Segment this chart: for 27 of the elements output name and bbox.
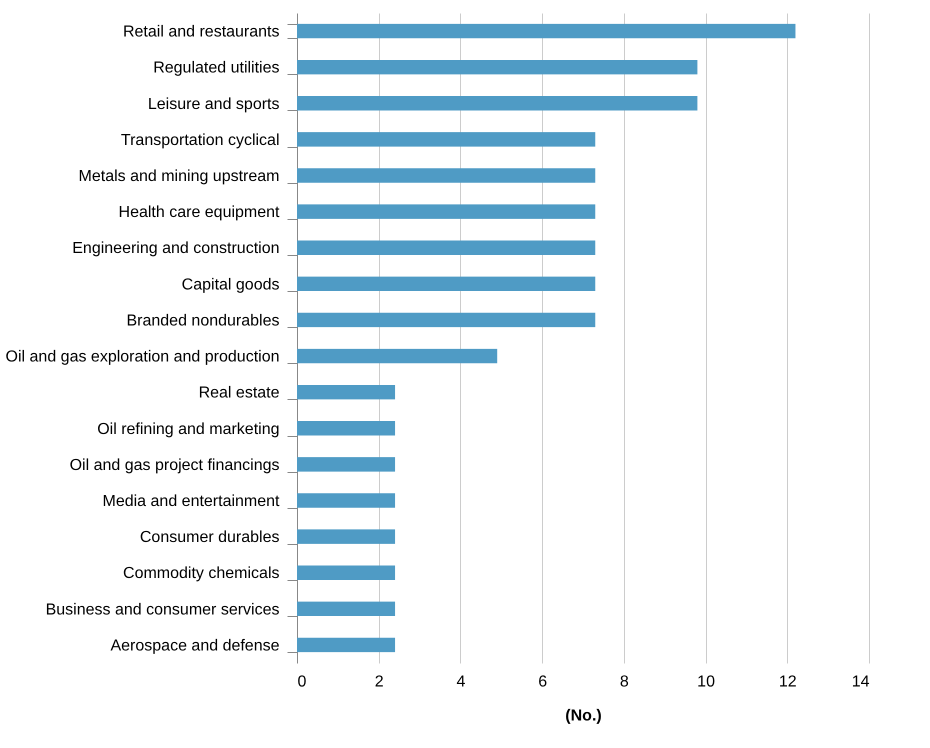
x-tick-label: 0 — [298, 674, 306, 690]
x-tick-label: 10 — [697, 674, 716, 690]
y-tick-label: Aerospace and defense — [110, 637, 280, 654]
x-tick-label: 14 — [852, 674, 870, 690]
y-tick-label: Health care equipment — [118, 204, 280, 222]
x-tick-label: 2 — [374, 674, 384, 690]
y-tick-label: Branded nondurables — [126, 312, 280, 330]
y-tick-label: Consumer durables — [140, 529, 280, 546]
y-tick-label: Oil and gas project financings — [70, 456, 280, 474]
y-tick-label: Commodity chemicals — [123, 565, 280, 582]
y-tick-label: Leisure and sports — [148, 96, 280, 113]
x-axis-title: (No.) — [565, 708, 602, 724]
x-tick-label: 8 — [620, 674, 629, 690]
x-tick-label: 12 — [778, 674, 797, 690]
y-tick-label: Oil and gas exploration and production — [6, 348, 280, 366]
y-tick-label: Real estate — [198, 384, 280, 402]
y-tick-label: Business and consumer services — [46, 601, 280, 618]
y-tick-label: Transportation cyclical — [120, 132, 280, 149]
y-tick-label: Media and entertainment — [102, 493, 280, 510]
y-tick-label: Capital goods — [182, 276, 280, 294]
y-tick-label: Metals and mining upstream — [78, 168, 280, 185]
y-tick-label: Retail and restaurants — [122, 24, 280, 41]
y-tick-label: Engineering and construction — [72, 240, 280, 258]
y-tick-label: Oil refining and marketing — [97, 420, 280, 438]
x-tick-label: 4 — [456, 674, 466, 690]
x-tick-label: 6 — [538, 674, 548, 690]
y-tick-label: Regulated utilities — [153, 60, 280, 77]
